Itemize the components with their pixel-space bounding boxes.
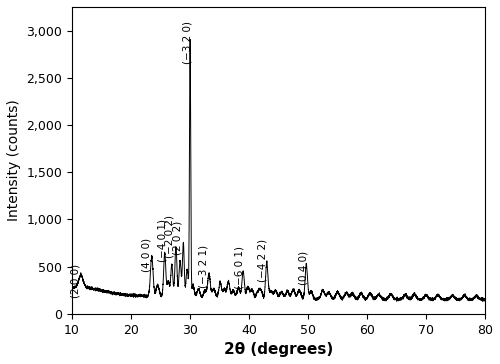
Text: (2 0 0): (2 0 0) bbox=[71, 264, 81, 298]
Text: (4 0 0): (4 0 0) bbox=[142, 238, 152, 272]
Text: (2 0 2): (2 0 2) bbox=[172, 221, 182, 256]
X-axis label: 2θ (degrees): 2θ (degrees) bbox=[224, 342, 333, 357]
Text: (−3 2 1): (−3 2 1) bbox=[199, 245, 209, 288]
Text: (−3 2 0): (−3 2 0) bbox=[182, 21, 192, 64]
Text: (−4 0 1): (−4 0 1) bbox=[157, 219, 167, 262]
Text: (−2 0 2): (−2 0 2) bbox=[164, 215, 174, 258]
Text: (−4 2 2): (−4 2 2) bbox=[258, 240, 268, 282]
Y-axis label: Intensity (counts): Intensity (counts) bbox=[7, 99, 21, 221]
Text: (0 4 0): (0 4 0) bbox=[298, 250, 308, 285]
Text: (−6 0 1): (−6 0 1) bbox=[235, 246, 245, 289]
